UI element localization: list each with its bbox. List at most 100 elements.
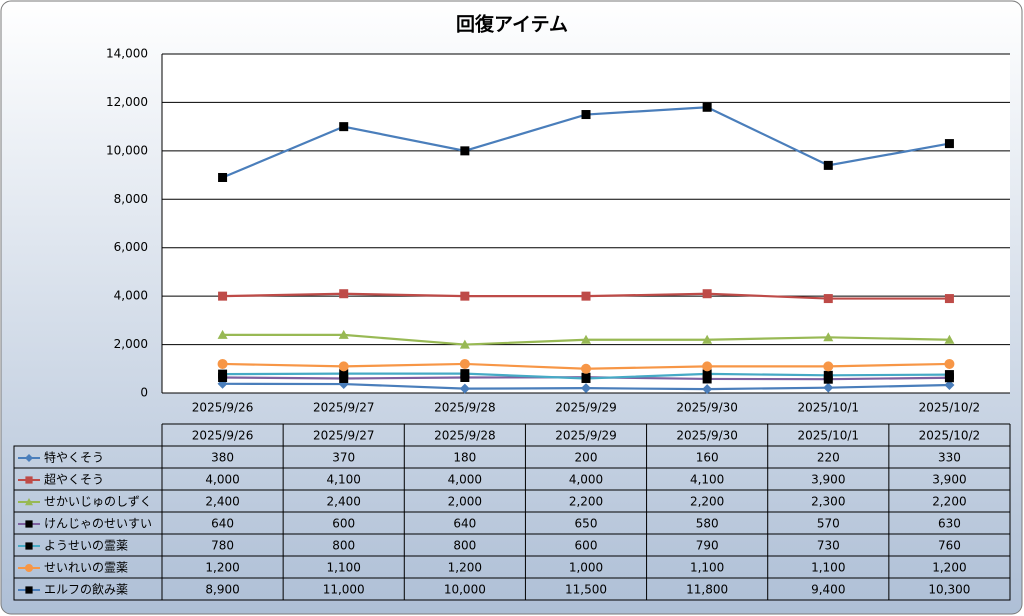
marker bbox=[581, 291, 591, 301]
table-value: 1,200 bbox=[932, 561, 966, 575]
table-value: 4,100 bbox=[690, 473, 724, 487]
table-value: 380 bbox=[211, 451, 234, 465]
table-header: 2025/9/30 bbox=[676, 429, 738, 443]
legend-label: エルフの飲み薬 bbox=[44, 582, 128, 597]
table-value: 160 bbox=[696, 451, 719, 465]
marker bbox=[944, 294, 954, 304]
table-value: 1,100 bbox=[690, 561, 724, 575]
marker bbox=[339, 373, 349, 383]
legend-marker bbox=[25, 454, 33, 462]
table-value: 330 bbox=[938, 451, 961, 465]
x-tick-label: 2025/9/29 bbox=[555, 401, 617, 415]
table-header: 2025/9/29 bbox=[555, 429, 617, 443]
table-value: 370 bbox=[332, 451, 355, 465]
table-value: 11,500 bbox=[565, 583, 607, 597]
marker bbox=[218, 291, 228, 301]
marker bbox=[702, 369, 712, 379]
table-value: 570 bbox=[817, 517, 840, 531]
marker bbox=[460, 291, 470, 301]
table-value: 2,400 bbox=[205, 495, 239, 509]
legend-label: 超やくそう bbox=[44, 472, 104, 487]
marker bbox=[823, 370, 833, 380]
table-value: 630 bbox=[938, 517, 961, 531]
table-value: 730 bbox=[817, 539, 840, 553]
marker bbox=[944, 358, 955, 369]
table-header: 2025/9/28 bbox=[434, 429, 496, 443]
table-value: 2,400 bbox=[327, 495, 361, 509]
marker bbox=[460, 146, 470, 156]
legend-marker bbox=[25, 498, 33, 506]
y-tick-label: 10,000 bbox=[106, 143, 148, 157]
legend-label: けんじゃのせいすい bbox=[44, 517, 152, 531]
table-value: 600 bbox=[332, 517, 355, 531]
table-value: 220 bbox=[817, 451, 840, 465]
marker bbox=[581, 334, 591, 344]
marker bbox=[218, 172, 228, 182]
table-value: 2,000 bbox=[448, 495, 482, 509]
y-tick-label: 12,000 bbox=[106, 95, 148, 109]
marker bbox=[217, 329, 228, 339]
table-value: 11,800 bbox=[686, 583, 728, 597]
legend-label: ようせいの霊薬 bbox=[44, 539, 128, 553]
x-tick-label: 2025/9/30 bbox=[676, 401, 738, 415]
marker bbox=[218, 369, 228, 379]
table-header: 2025/9/26 bbox=[192, 429, 254, 443]
table-value: 600 bbox=[575, 539, 598, 553]
table-value: 640 bbox=[453, 517, 476, 531]
marker bbox=[823, 294, 833, 304]
marker bbox=[823, 382, 834, 393]
marker bbox=[459, 383, 470, 394]
table-value: 9,400 bbox=[811, 583, 845, 597]
legend-label: 特やくそう bbox=[44, 450, 104, 465]
marker bbox=[944, 139, 954, 149]
table-value: 180 bbox=[453, 451, 476, 465]
table-value: 800 bbox=[332, 539, 355, 553]
table-value: 780 bbox=[211, 539, 234, 553]
marker bbox=[459, 339, 470, 349]
table-header: 2025/10/2 bbox=[919, 429, 981, 443]
x-tick-label: 2025/9/26 bbox=[192, 401, 254, 415]
table-value: 1,100 bbox=[327, 561, 361, 575]
table-value: 10,000 bbox=[444, 583, 486, 597]
marker bbox=[823, 160, 833, 170]
marker bbox=[581, 373, 591, 383]
y-tick-label: 4,000 bbox=[114, 289, 148, 303]
table-value: 3,900 bbox=[932, 473, 966, 487]
marker bbox=[217, 358, 228, 369]
table-value: 800 bbox=[453, 539, 476, 553]
table-value: 2,200 bbox=[569, 495, 603, 509]
y-tick-label: 6,000 bbox=[114, 240, 148, 254]
marker bbox=[460, 369, 470, 379]
legend-marker bbox=[25, 520, 33, 528]
marker bbox=[338, 361, 349, 372]
chart-title: 回復アイテム bbox=[456, 13, 568, 36]
table-value: 8,900 bbox=[205, 583, 239, 597]
table-header: 2025/9/27 bbox=[313, 429, 375, 443]
table-value: 790 bbox=[696, 539, 719, 553]
table-value: 2,300 bbox=[811, 495, 845, 509]
marker bbox=[459, 358, 470, 369]
table-value: 4,100 bbox=[327, 473, 361, 487]
x-tick-label: 2025/9/27 bbox=[313, 401, 375, 415]
table-value: 4,000 bbox=[569, 473, 603, 487]
table-value: 2,200 bbox=[690, 495, 724, 509]
marker bbox=[702, 384, 713, 395]
y-tick-label: 2,000 bbox=[114, 337, 148, 351]
y-tick-label: 14,000 bbox=[106, 47, 148, 61]
marker bbox=[339, 369, 349, 379]
marker bbox=[944, 370, 954, 380]
table-value: 650 bbox=[575, 517, 598, 531]
legend-label: せかいじゅのしずく bbox=[44, 495, 152, 509]
y-tick-label: 8,000 bbox=[114, 192, 148, 206]
legend-marker bbox=[25, 542, 33, 550]
table-value: 2,200 bbox=[932, 495, 966, 509]
marker bbox=[338, 329, 349, 339]
legend-marker bbox=[25, 564, 33, 572]
table-value: 760 bbox=[938, 539, 961, 553]
marker bbox=[944, 334, 955, 344]
table-value: 200 bbox=[575, 451, 598, 465]
legend-marker bbox=[25, 476, 33, 484]
marker bbox=[702, 334, 713, 344]
x-tick-label: 2025/9/28 bbox=[434, 401, 496, 415]
